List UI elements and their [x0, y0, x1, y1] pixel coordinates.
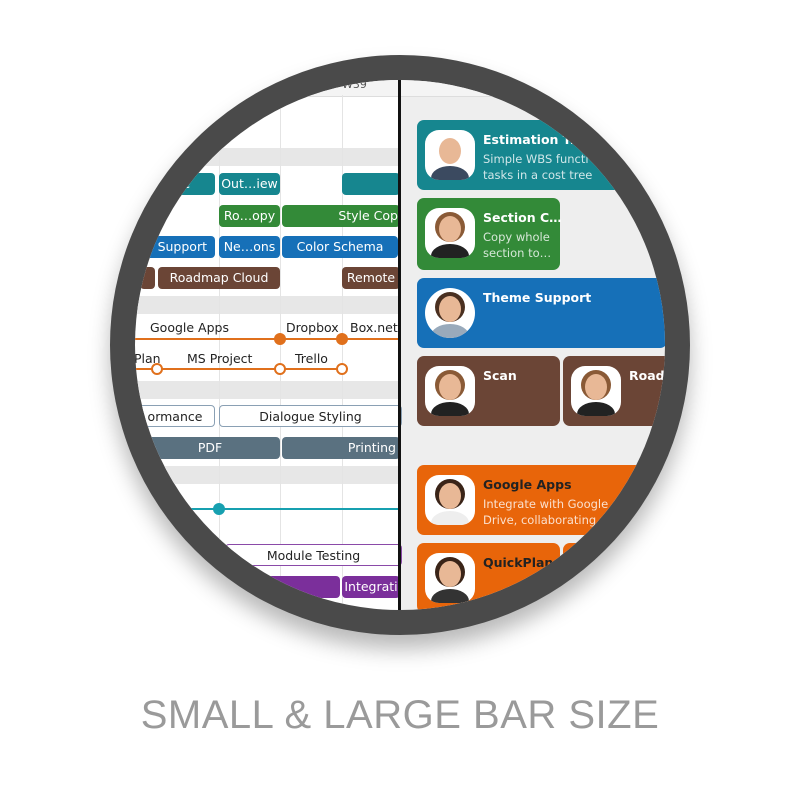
milestone-label: MS Project: [187, 351, 253, 366]
task-bar[interactable]: Ne…ons: [219, 236, 280, 258]
task-bar[interactable]: Integrati: [342, 576, 400, 598]
large-bar[interactable]: Section C… Copy whole section to…: [417, 198, 562, 270]
avatar: [425, 130, 475, 180]
task-bar[interactable]: Support: [140, 236, 215, 258]
large-bar[interactable]: Theme Support: [417, 278, 665, 348]
milestone[interactable]: [213, 503, 225, 515]
grid-line: [219, 95, 220, 610]
avatar: [425, 288, 475, 338]
milestone[interactable]: [151, 363, 163, 375]
card-title: Estimation Tre: [483, 132, 585, 147]
large-bar[interactable]: Roadm: [563, 356, 665, 426]
large-bar[interactable]: Google Apps Integrate with Google A Driv…: [417, 465, 665, 535]
milestone-label: Plan: [134, 351, 161, 366]
milestone[interactable]: [336, 333, 348, 345]
grid-line: [342, 95, 343, 610]
card-text: section to…: [483, 246, 552, 260]
milestone[interactable]: [274, 363, 286, 375]
row-stripe: [135, 148, 400, 166]
large-bar[interactable]: Scan: [417, 356, 560, 426]
card-text: Integrate with Google A: [483, 497, 620, 511]
divider: [398, 80, 401, 610]
milestone-line: [135, 338, 400, 340]
avatar: [425, 475, 475, 525]
task-bar[interactable]: Ro…opy: [219, 205, 280, 227]
task-bar[interactable]: Printing: [282, 437, 400, 459]
milestone[interactable]: [274, 333, 286, 345]
task-bar[interactable]: Color Schema: [282, 236, 398, 258]
task-bar[interactable]: ormance: [135, 405, 215, 427]
task-bar[interactable]: Dialogue Styling: [219, 405, 402, 427]
card-text: Simple WBS functi: [483, 152, 589, 166]
row-stripe: [135, 381, 400, 399]
milestone-label: Box.net: [350, 320, 398, 335]
task-bar[interactable]: Style Cop: [282, 205, 400, 227]
card-text: tasks in a cost tree: [483, 168, 593, 182]
avatar: [571, 366, 621, 416]
task-bar[interactable]: [342, 173, 400, 195]
task-bar[interactable]: Module Testing: [225, 544, 402, 566]
card-title: QuickPlan: [483, 555, 554, 570]
milestone-line: [135, 508, 400, 510]
week-label: W39: [342, 78, 367, 91]
row-stripe: [135, 466, 400, 484]
avatar: [425, 366, 475, 416]
task-bar[interactable]: Remote: [342, 267, 400, 289]
card-title: Roadm: [629, 368, 678, 383]
card-title: Scan: [483, 368, 517, 383]
milestone[interactable]: [336, 363, 348, 375]
task-bar[interactable]: Roadmap Cloud: [158, 267, 280, 289]
avatar: [425, 208, 475, 258]
card-title: Section C…: [483, 210, 562, 225]
milestone-label: Trello: [295, 351, 328, 366]
milestone-label: Google Apps: [150, 320, 229, 335]
milestone-line: [135, 368, 345, 370]
row-stripe: [135, 296, 400, 314]
card-title: Theme Support: [483, 290, 592, 305]
grid-line: [280, 95, 281, 610]
card-title: Google Apps: [483, 477, 572, 492]
task-bar[interactable]: Out…iew: [219, 173, 280, 195]
avatar: [425, 553, 475, 603]
caption: SMALL & LARGE BAR SIZE: [140, 693, 660, 737]
card-text: Drive, collaborating u: [483, 513, 608, 527]
task-bar[interactable]: PDF: [140, 437, 280, 459]
milestone-label: Dropbox: [286, 320, 339, 335]
card-text: Copy whole: [483, 230, 550, 244]
